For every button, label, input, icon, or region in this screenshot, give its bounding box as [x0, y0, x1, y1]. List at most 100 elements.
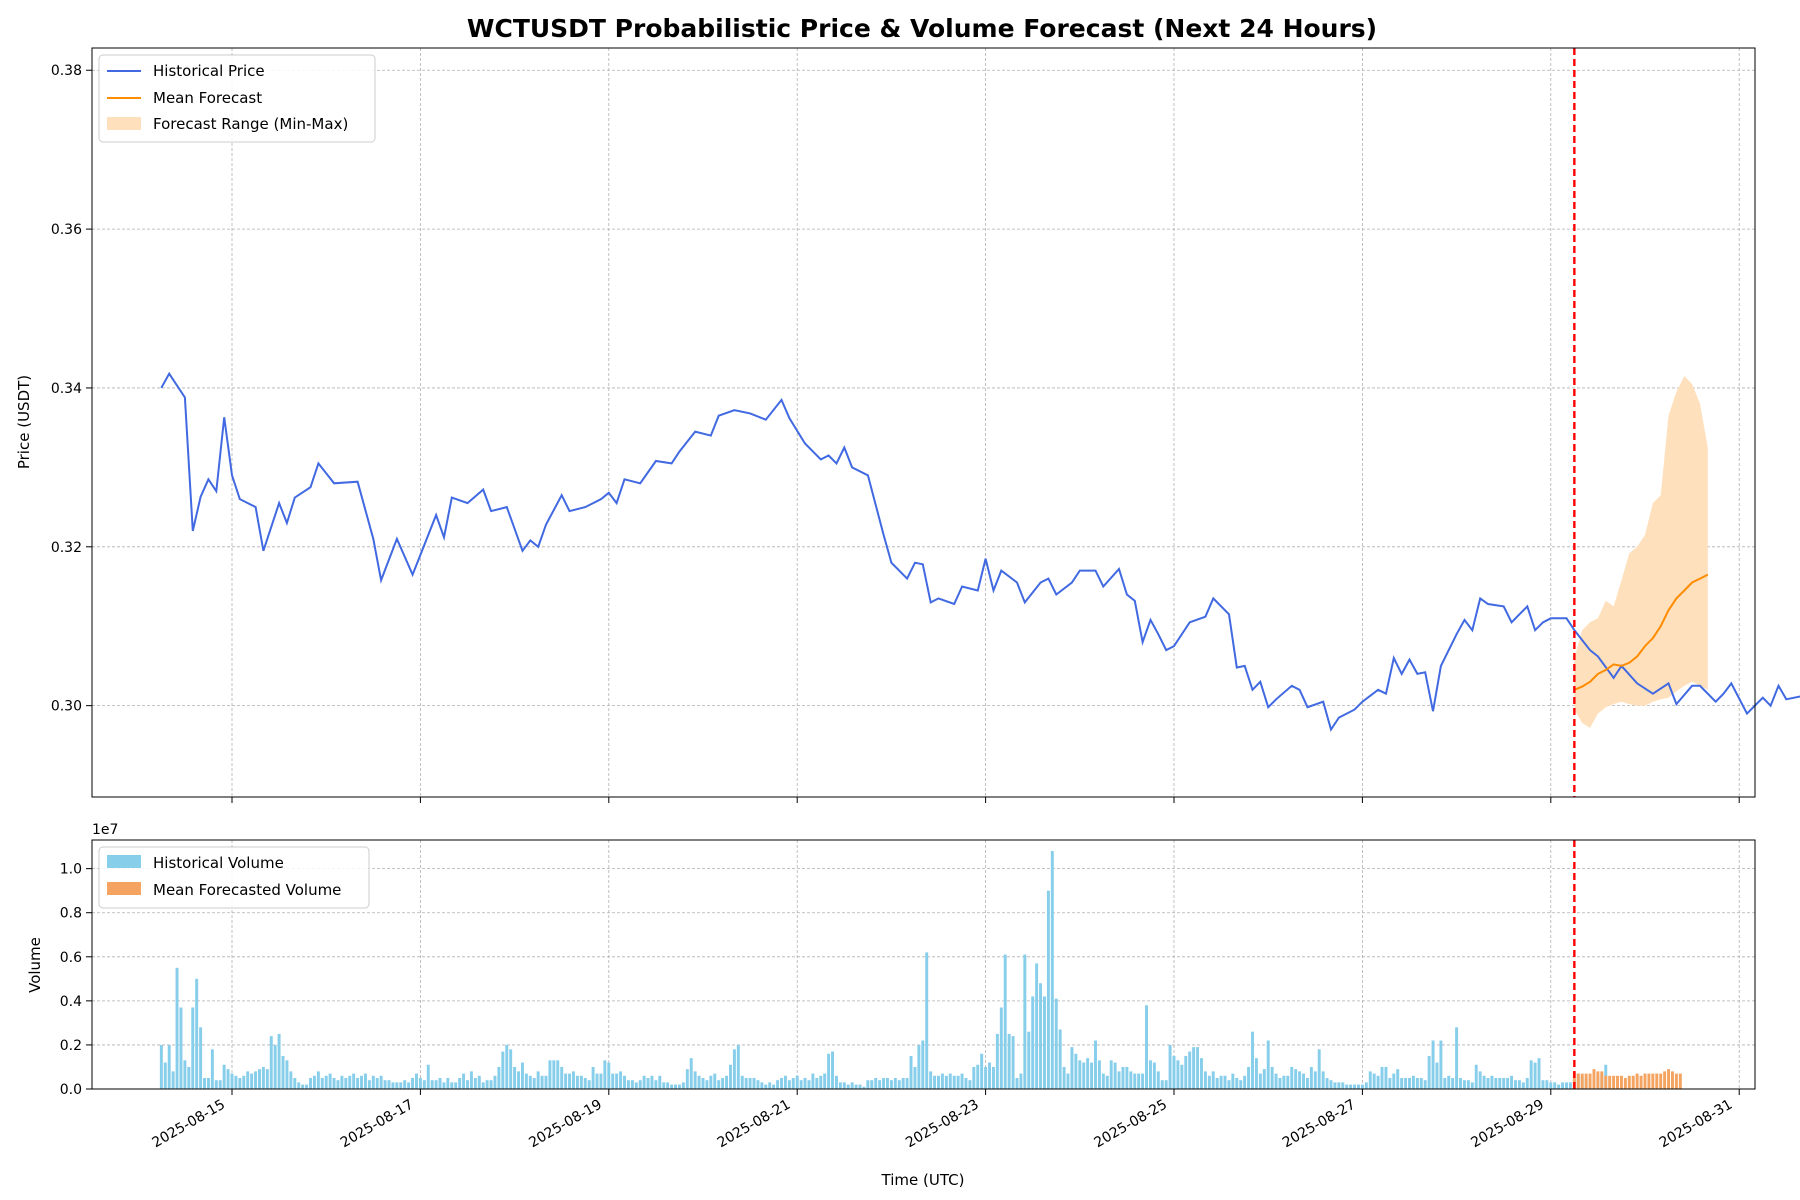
historical-volume-bar — [1380, 1066, 1384, 1089]
historical-volume-bar — [1215, 1077, 1219, 1089]
historical-volume-bar — [532, 1077, 536, 1089]
historical-volume-bar — [674, 1084, 677, 1089]
historical-volume-bar — [544, 1075, 548, 1089]
historical-volume-bar — [371, 1075, 375, 1089]
historical-volume-bar — [1345, 1084, 1349, 1089]
forecast-volume-bar — [1651, 1073, 1655, 1089]
historical-volume-bar — [827, 1053, 831, 1089]
historical-volume-bar — [309, 1077, 312, 1089]
historical-volume-bar — [167, 1044, 171, 1089]
historical-volume-bar — [367, 1080, 371, 1089]
historical-volume-bar — [642, 1075, 646, 1089]
historical-volume-bar — [1309, 1066, 1313, 1089]
historical-volume-bar — [1404, 1077, 1408, 1089]
historical-volume-bar — [324, 1075, 328, 1089]
historical-volume-bar — [548, 1060, 552, 1089]
chart-title: WCTUSDT Probabilistic Price & Volume For… — [467, 14, 1377, 43]
historical-volume-bar — [1502, 1077, 1506, 1089]
historical-volume-bar — [666, 1082, 670, 1089]
historical-volume-bar — [1266, 1040, 1270, 1089]
historical-volume-bar — [466, 1080, 469, 1089]
historical-volume-bar — [195, 978, 199, 1089]
historical-volume-bar — [191, 1007, 195, 1089]
historical-volume-bar — [646, 1077, 650, 1089]
historical-volume-bar — [246, 1071, 250, 1089]
historical-volume-bar — [889, 1080, 893, 1089]
historical-volume-bar — [634, 1082, 638, 1089]
historical-volume-bar — [1321, 1071, 1325, 1089]
historical-volume-bar — [882, 1077, 886, 1089]
historical-volume-bar — [1396, 1069, 1400, 1089]
historical-volume-bar — [591, 1066, 595, 1089]
historical-volume-bar — [1086, 1058, 1090, 1089]
historical-volume-bar — [1286, 1075, 1290, 1089]
historical-volume-bar — [1251, 1031, 1254, 1089]
forecast-volume-bar — [1588, 1073, 1592, 1089]
historical-volume-bar — [1305, 1077, 1309, 1089]
historical-volume-bar — [1462, 1080, 1466, 1089]
historical-volume-bar — [430, 1080, 434, 1089]
forecast-volume-bar — [1647, 1073, 1651, 1089]
volume-y-tick-label: 0.8 — [60, 906, 82, 922]
historical-volume-bar — [760, 1082, 764, 1089]
historical-volume-bar — [1353, 1084, 1357, 1089]
historical-volume-bar — [1333, 1082, 1337, 1089]
historical-volume-bar — [1219, 1075, 1223, 1089]
historical-volume-bar — [717, 1080, 721, 1089]
historical-volume-bar — [1078, 1060, 1082, 1089]
historical-volume-bar — [375, 1077, 379, 1089]
historical-volume-bar — [1392, 1073, 1396, 1089]
volume-y-ticks: 0.0 0.2 0.4 0.6 0.8 1.0 — [60, 862, 92, 1098]
historical-volume-bar — [1419, 1077, 1423, 1089]
historical-volume-bar — [517, 1071, 520, 1089]
historical-volume-bar — [626, 1080, 630, 1089]
historical-volume-bar — [662, 1082, 666, 1089]
forecast-range-area — [1574, 376, 1708, 728]
historical-volume-bar — [411, 1077, 415, 1089]
historical-volume-bar — [929, 1071, 933, 1089]
price-panel: 0.30 0.32 0.34 0.36 0.38 Price (USDT) Histor… — [15, 47, 1800, 803]
historical-volume-bar — [336, 1080, 340, 1089]
historical-volume-bar — [230, 1073, 234, 1089]
forecast-volume-bar — [1576, 1073, 1580, 1089]
legend-historical-volume-swatch — [107, 855, 141, 868]
historical-volume-bar — [175, 967, 179, 1089]
historical-volume-bar — [705, 1080, 709, 1089]
historical-volume-bar — [1415, 1077, 1419, 1089]
historical-volume-bar — [1105, 1075, 1109, 1089]
historical-volume-bar — [199, 1027, 203, 1089]
historical-volume-bar — [214, 1080, 218, 1089]
historical-volume-bar — [289, 1071, 293, 1089]
historical-volume-bar — [1058, 1029, 1062, 1089]
forecast-volume-bar — [1631, 1075, 1635, 1089]
historical-volume-bar — [870, 1080, 874, 1089]
historical-volume-bar — [744, 1077, 748, 1089]
historical-volume-bar — [1474, 1064, 1478, 1089]
legend-historical-volume-label: Historical Volume — [153, 854, 284, 872]
historical-volume-bar — [956, 1075, 960, 1089]
historical-volume-bar — [285, 1060, 289, 1089]
historical-volume-bar — [316, 1071, 320, 1089]
historical-volume-bar — [426, 1064, 430, 1089]
historical-volume-bar — [560, 1066, 564, 1089]
historical-volume-bar — [1235, 1077, 1239, 1089]
historical-volume-bar — [1023, 954, 1027, 1089]
historical-volume-bar — [834, 1075, 838, 1089]
price-x-tick-marks — [231, 797, 1740, 803]
historical-volume-bar — [1302, 1073, 1305, 1089]
historical-volume-bar — [1517, 1080, 1521, 1089]
historical-volume-bar — [481, 1082, 485, 1089]
historical-volume-bar — [568, 1073, 572, 1089]
historical-volume-bar — [1435, 1062, 1439, 1089]
forecast-volume-bar — [1619, 1075, 1623, 1089]
historical-volume-bar — [1101, 1073, 1105, 1089]
historical-volume-bar — [913, 1066, 917, 1089]
historical-volume-bar — [878, 1080, 882, 1089]
historical-volume-bar — [1109, 1060, 1113, 1089]
historical-volume-bar — [964, 1077, 968, 1089]
historical-volume-bar — [1180, 1064, 1184, 1089]
historical-volume-bar — [1549, 1082, 1553, 1089]
historical-volume-bar — [1439, 1040, 1443, 1089]
historical-volume-bar — [1349, 1084, 1353, 1089]
historical-volume-bar — [607, 1062, 611, 1089]
